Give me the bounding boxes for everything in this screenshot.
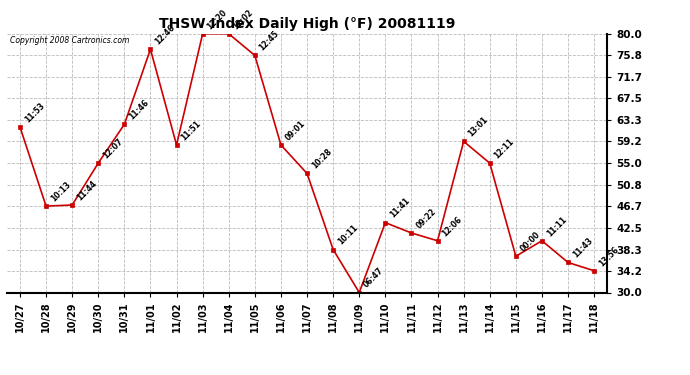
Text: 10:13: 10:13 — [49, 180, 72, 203]
Text: 11:46: 11:46 — [127, 98, 150, 122]
Text: 12:46: 12:46 — [153, 23, 177, 46]
Text: 09:01: 09:01 — [284, 119, 307, 142]
Text: 11:11: 11:11 — [544, 214, 568, 238]
Text: 13:56: 13:56 — [597, 244, 620, 268]
Text: 12:45: 12:45 — [257, 29, 281, 53]
Text: 10:11: 10:11 — [336, 224, 359, 247]
Text: 12:06: 12:06 — [440, 214, 464, 238]
Text: 12:02: 12:02 — [232, 8, 255, 31]
Text: 11:41: 11:41 — [388, 196, 411, 220]
Title: THSW Index Daily High (°F) 20081119: THSW Index Daily High (°F) 20081119 — [159, 17, 455, 31]
Text: 11:44: 11:44 — [75, 179, 99, 202]
Text: 00:00: 00:00 — [519, 230, 542, 254]
Text: 12:07: 12:07 — [101, 137, 124, 160]
Text: 11:53: 11:53 — [23, 101, 46, 124]
Text: 11:43: 11:43 — [571, 236, 594, 260]
Text: 06:47: 06:47 — [362, 266, 386, 290]
Text: 12:11: 12:11 — [493, 137, 516, 160]
Text: 12:20: 12:20 — [206, 8, 229, 31]
Text: 10:28: 10:28 — [310, 147, 333, 171]
Text: Copyright 2008 Cartronics.com: Copyright 2008 Cartronics.com — [10, 36, 129, 45]
Text: 11:51: 11:51 — [179, 119, 203, 142]
Text: 09:22: 09:22 — [414, 207, 437, 230]
Text: 13:01: 13:01 — [466, 115, 490, 139]
